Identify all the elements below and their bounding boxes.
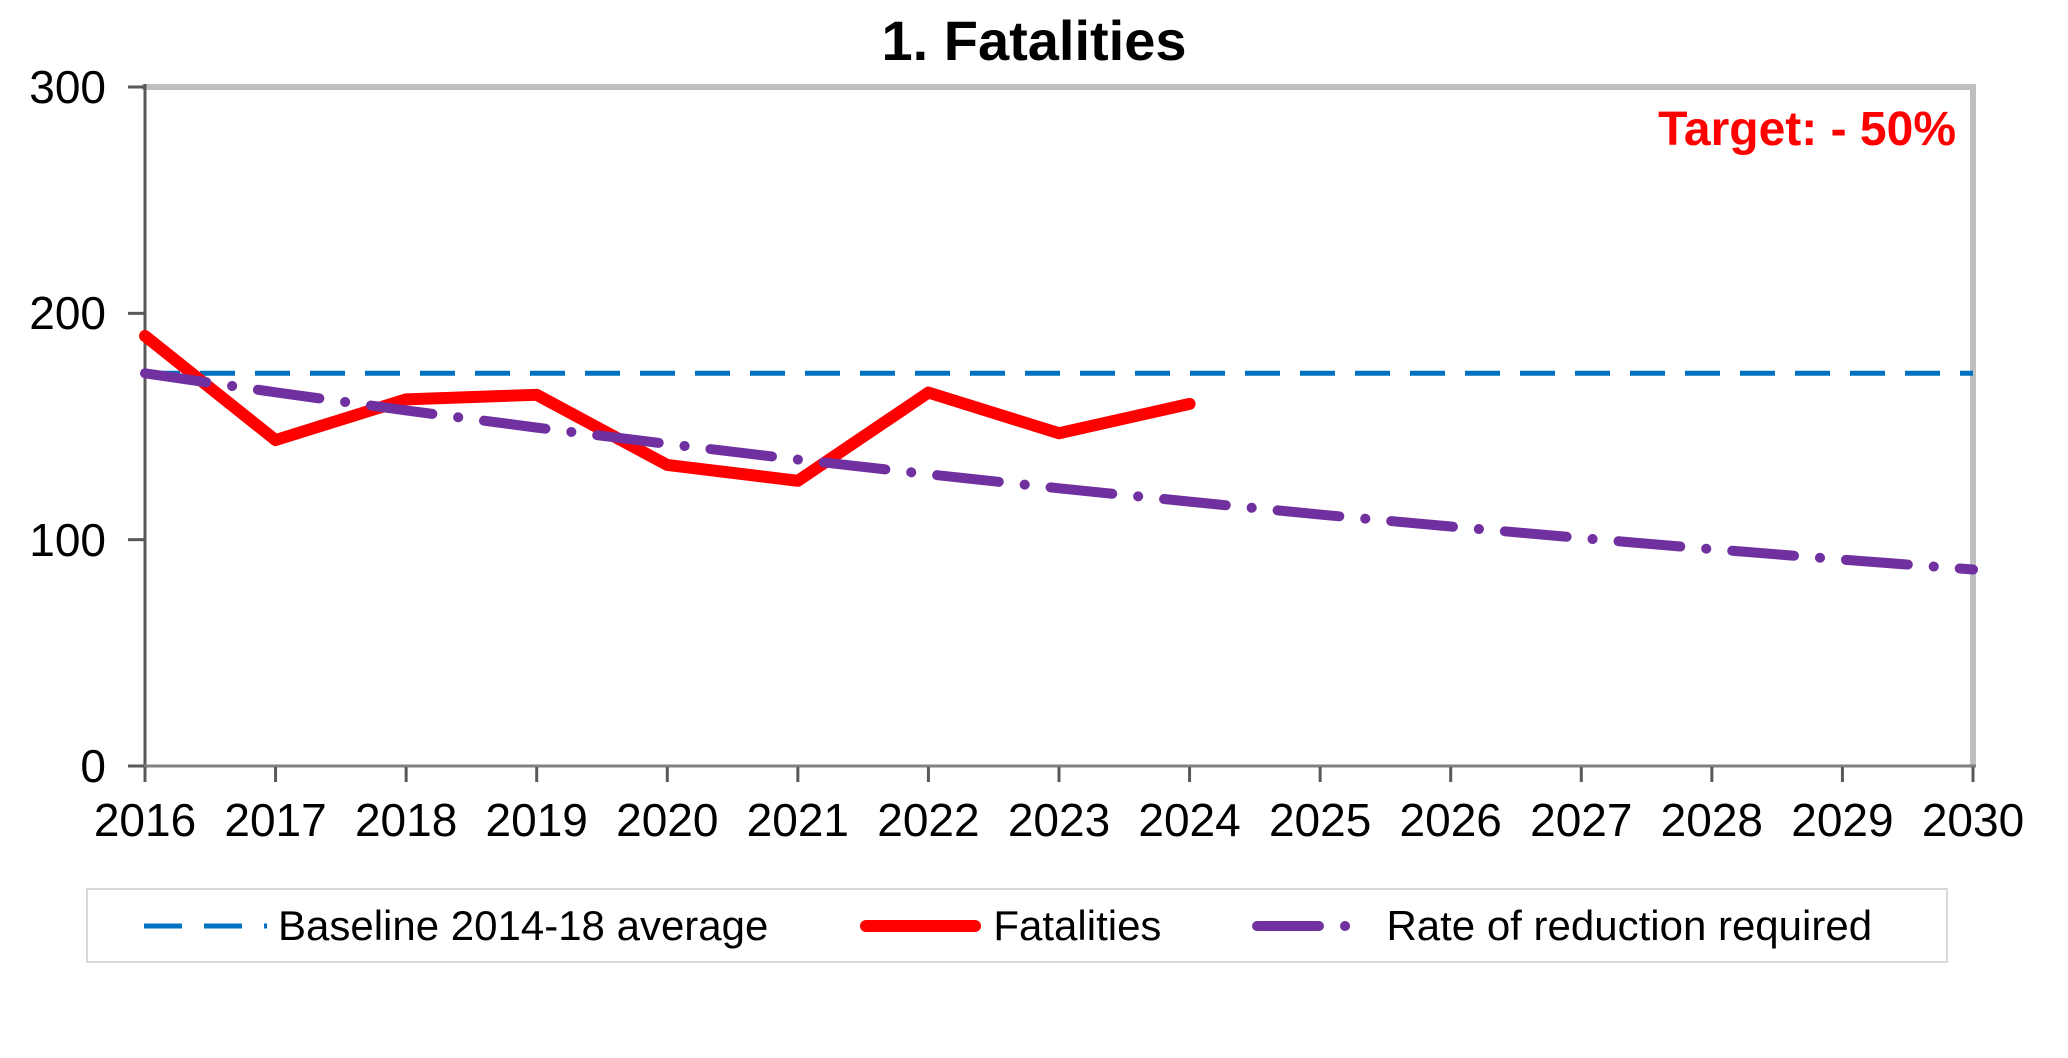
legend-item-baseline: Baseline 2014-18 average xyxy=(143,902,768,950)
x-axis-label: 2016 xyxy=(93,794,197,846)
y-axis-label: 100 xyxy=(29,513,106,566)
x-axis-label: 2027 xyxy=(1530,794,1633,846)
x-axis-label: 2021 xyxy=(746,794,850,846)
target-annotation: Target: - 50% xyxy=(1658,103,1956,156)
chart-title: 1. Fatalities xyxy=(881,9,1187,72)
legend-label-baseline: Baseline 2014-18 average xyxy=(278,901,769,949)
x-axis-label: 2025 xyxy=(1268,794,1372,846)
legend-item-fatalities: Fatalities xyxy=(858,902,1161,950)
x-axis-label: 2023 xyxy=(1007,794,1111,846)
x-axis-label: 2019 xyxy=(485,794,588,846)
legend-item-reduction: Rate of reduction required xyxy=(1251,902,1872,950)
legend-label-reduction: Rate of reduction required xyxy=(1386,901,1873,949)
legend-line-icon-baseline xyxy=(144,923,267,928)
legend-line-icon-reduction xyxy=(1252,920,1373,931)
y-axis-label: 0 xyxy=(80,740,106,792)
legend: Baseline 2014-18 average Fatalities Rate o… xyxy=(86,888,1948,963)
x-axis-label: 2020 xyxy=(616,794,719,846)
x-axis-label: 2024 xyxy=(1138,794,1241,846)
x-axis-label: 2029 xyxy=(1791,794,1894,846)
x-axis-label: 2030 xyxy=(1921,794,2025,846)
legend-line-icon-fatalities xyxy=(860,919,982,932)
x-axis-label: 2028 xyxy=(1660,794,1764,846)
series-line-fatalities xyxy=(139,329,1196,487)
x-axis-label: 2018 xyxy=(354,794,458,846)
legend-label-fatalities: Fatalities xyxy=(993,901,1162,949)
y-axis-label: 300 xyxy=(29,61,106,113)
x-axis-label: 2026 xyxy=(1399,794,1502,846)
x-axis-label: 2022 xyxy=(877,794,980,846)
y-axis-label: 200 xyxy=(29,287,106,340)
series-line-reduction xyxy=(140,368,1978,575)
x-axis-label: 2017 xyxy=(224,794,327,846)
